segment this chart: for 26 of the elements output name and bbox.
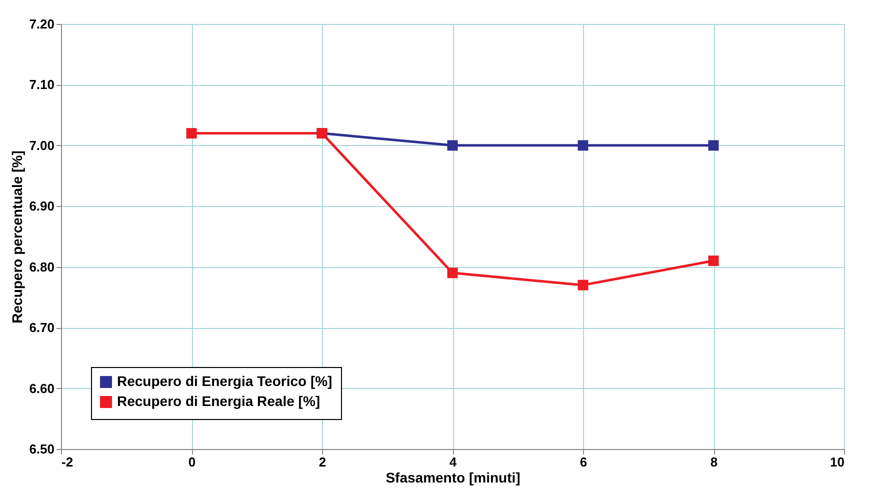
point	[578, 280, 588, 290]
x-tick-label: 6	[580, 454, 588, 470]
x-axis-title: Sfasamento [minuti]	[386, 470, 520, 486]
point	[447, 268, 458, 278]
x-tick-label: -2	[62, 454, 74, 470]
legend-label: Recupero di Energia Reale [%]	[117, 393, 320, 409]
y-axis-title: Recupero percentuale [%]	[9, 150, 26, 324]
point	[578, 140, 588, 151]
point	[447, 140, 458, 151]
x-tick-label: 8	[710, 454, 718, 470]
y-tick-label: 7.20	[29, 16, 54, 32]
point	[708, 140, 719, 151]
y-tick-label: 6.70	[29, 320, 54, 336]
legend-label: Recupero di Energia Teorico [%]	[117, 373, 332, 389]
y-tick-label: 6.80	[29, 259, 54, 274]
y-tick-label: 6.90	[29, 198, 54, 214]
y-tick-label: 7.10	[29, 77, 54, 92]
point	[186, 128, 197, 139]
y-tick-label: 7.00	[29, 138, 54, 153]
x-tick-label: 4	[449, 454, 458, 470]
y-tick-label: 6.60	[29, 380, 54, 396]
x-tick-label: 0	[188, 454, 196, 470]
x-tick-label: 10	[830, 454, 844, 470]
x-tick-label: 2	[318, 454, 326, 470]
point	[708, 256, 719, 266]
y-tick-label: 6.50	[29, 442, 54, 456]
